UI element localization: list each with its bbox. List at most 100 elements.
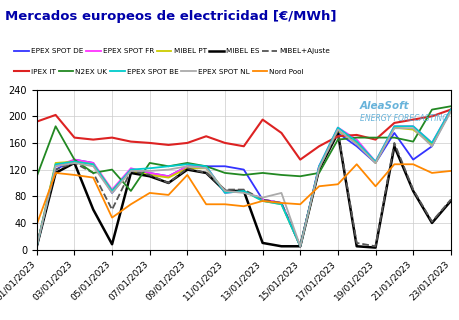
N2EX UK bbox=[146, 161, 152, 165]
EPEX SPOT DE bbox=[128, 168, 134, 172]
EPEX SPOT NL bbox=[34, 244, 39, 248]
MIBEL+Ajuste bbox=[409, 188, 415, 191]
Nord Pool bbox=[90, 176, 96, 180]
MIBEL+Ajuste bbox=[53, 168, 58, 172]
EPEX SPOT FR bbox=[165, 174, 171, 178]
Line: MIBEL ES: MIBEL ES bbox=[37, 133, 450, 248]
Nord Pool bbox=[128, 202, 134, 206]
Nord Pool bbox=[241, 204, 246, 208]
MIBEL PT bbox=[109, 189, 115, 193]
EPEX SPOT FR bbox=[428, 141, 434, 145]
Line: EPEX SPOT DE: EPEX SPOT DE bbox=[37, 109, 450, 246]
Line: Nord Pool: Nord Pool bbox=[37, 164, 450, 224]
EPEX SPOT FR bbox=[90, 161, 96, 165]
EPEX SPOT BE bbox=[53, 162, 58, 166]
MIBEL+Ajuste bbox=[72, 161, 77, 165]
MIBEL PT bbox=[72, 160, 77, 164]
MIBEL PT bbox=[90, 162, 96, 166]
EPEX SPOT DE bbox=[335, 131, 340, 135]
MIBEL ES bbox=[297, 244, 302, 248]
EPEX SPOT NL bbox=[222, 189, 227, 193]
EPEX SPOT NL bbox=[428, 144, 434, 148]
IPEX IT bbox=[353, 133, 358, 137]
EPEX SPOT DE bbox=[241, 168, 246, 172]
MIBEL ES bbox=[353, 244, 358, 248]
Nord Pool bbox=[372, 184, 377, 188]
IPEX IT bbox=[53, 113, 58, 117]
N2EX UK bbox=[316, 171, 321, 175]
MIBEL+Ajuste bbox=[203, 171, 208, 175]
EPEX SPOT DE bbox=[109, 191, 115, 195]
MIBEL ES bbox=[72, 161, 77, 165]
EPEX SPOT DE bbox=[72, 158, 77, 162]
Line: N2EX UK: N2EX UK bbox=[37, 106, 450, 191]
EPEX SPOT FR bbox=[335, 126, 340, 130]
Nord Pool bbox=[146, 191, 152, 195]
EPEX SPOT BE bbox=[391, 124, 396, 128]
EPEX SPOT NL bbox=[241, 191, 246, 195]
EPEX SPOT NL bbox=[297, 244, 302, 248]
MIBEL PT bbox=[259, 199, 265, 203]
MIBEL PT bbox=[372, 161, 377, 165]
MIBEL PT bbox=[428, 142, 434, 146]
EPEX SPOT NL bbox=[335, 128, 340, 132]
EPEX SPOT NL bbox=[316, 166, 321, 170]
Line: EPEX SPOT FR: EPEX SPOT FR bbox=[37, 109, 450, 246]
EPEX SPOT NL bbox=[259, 196, 265, 200]
MIBEL+Ajuste bbox=[447, 198, 453, 202]
EPEX SPOT NL bbox=[391, 126, 396, 130]
EPEX SPOT DE bbox=[34, 244, 39, 248]
EPEX SPOT BE bbox=[90, 162, 96, 166]
MIBEL ES bbox=[316, 168, 321, 172]
EPEX SPOT NL bbox=[409, 126, 415, 130]
MIBEL+Ajuste bbox=[372, 244, 377, 248]
MIBEL ES bbox=[409, 189, 415, 193]
MIBEL+Ajuste bbox=[335, 129, 340, 133]
EPEX SPOT DE bbox=[278, 201, 284, 205]
MIBEL PT bbox=[447, 109, 453, 113]
IPEX IT bbox=[278, 131, 284, 135]
EPEX SPOT BE bbox=[372, 160, 377, 164]
IPEX IT bbox=[90, 138, 96, 141]
IPEX IT bbox=[128, 140, 134, 143]
MIBEL ES bbox=[146, 174, 152, 178]
Text: ENERGY FORECASTING: ENERGY FORECASTING bbox=[359, 114, 447, 123]
EPEX SPOT NL bbox=[109, 191, 115, 195]
EPEX SPOT BE bbox=[316, 164, 321, 168]
EPEX SPOT BE bbox=[146, 166, 152, 170]
N2EX UK bbox=[259, 171, 265, 175]
EPEX SPOT FR bbox=[353, 138, 358, 141]
Nord Pool bbox=[53, 171, 58, 175]
EPEX SPOT BE bbox=[109, 189, 115, 193]
N2EX UK bbox=[90, 171, 96, 175]
Nord Pool bbox=[184, 173, 190, 177]
EPEX SPOT BE bbox=[428, 141, 434, 145]
EPEX SPOT BE bbox=[34, 244, 39, 248]
EPEX SPOT NL bbox=[53, 164, 58, 168]
MIBEL+Ajuste bbox=[297, 244, 302, 248]
MIBEL ES bbox=[372, 246, 377, 250]
EPEX SPOT DE bbox=[297, 244, 302, 248]
Nord Pool bbox=[409, 162, 415, 166]
EPEX SPOT DE bbox=[184, 164, 190, 168]
IPEX IT bbox=[259, 118, 265, 122]
EPEX SPOT DE bbox=[372, 161, 377, 165]
EPEX SPOT NL bbox=[447, 110, 453, 114]
MIBEL ES bbox=[391, 144, 396, 148]
N2EX UK bbox=[372, 136, 377, 140]
MIBEL PT bbox=[128, 169, 134, 173]
IPEX IT bbox=[335, 134, 340, 138]
EPEX SPOT NL bbox=[72, 161, 77, 165]
EPEX SPOT BE bbox=[297, 244, 302, 248]
EPEX SPOT DE bbox=[165, 174, 171, 178]
IPEX IT bbox=[165, 143, 171, 147]
MIBEL+Ajuste bbox=[184, 166, 190, 170]
IPEX IT bbox=[372, 138, 377, 141]
N2EX UK bbox=[391, 136, 396, 140]
EPEX SPOT DE bbox=[353, 144, 358, 148]
EPEX SPOT NL bbox=[353, 142, 358, 146]
EPEX SPOT FR bbox=[447, 108, 453, 112]
Line: MIBEL PT: MIBEL PT bbox=[37, 111, 450, 246]
Line: IPEX IT: IPEX IT bbox=[37, 109, 450, 160]
Nord Pool bbox=[316, 184, 321, 188]
